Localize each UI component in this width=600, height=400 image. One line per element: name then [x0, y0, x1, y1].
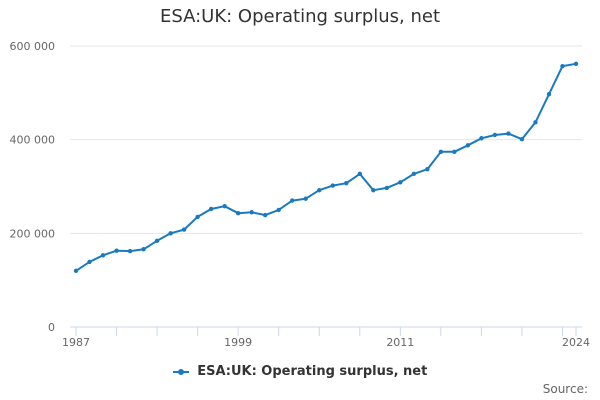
data-point-marker[interactable] [303, 196, 308, 201]
data-point-marker[interactable] [425, 166, 430, 172]
x-tick-label: 1987 [62, 336, 90, 349]
data-point-marker[interactable] [330, 183, 335, 188]
data-point-marker[interactable] [127, 248, 133, 254]
data-point-marker[interactable] [560, 63, 565, 69]
data-point-marker[interactable] [290, 198, 295, 203]
data-point-marker[interactable] [411, 171, 417, 177]
source-label: Source: [542, 382, 588, 396]
data-point-marker[interactable] [573, 61, 579, 66]
x-tick-label: 2011 [386, 336, 414, 349]
data-point-marker[interactable] [114, 248, 119, 253]
legend-line-marker-icon [172, 368, 189, 375]
x-tick-label: 2024 [562, 336, 590, 349]
data-point-marker[interactable] [438, 149, 444, 155]
data-point-marker[interactable] [479, 136, 484, 141]
data-point-marker[interactable] [344, 181, 349, 186]
data-point-marker[interactable] [87, 259, 92, 265]
data-point-marker[interactable] [452, 149, 457, 155]
chart-title: ESA:UK: Operating surplus, net [159, 6, 441, 27]
data-point-marker[interactable] [235, 210, 241, 216]
data-point-marker[interactable] [506, 131, 511, 136]
data-point-marker[interactable] [384, 185, 390, 191]
data-point-marker[interactable] [73, 268, 79, 273]
y-tick-label: 0 [48, 321, 55, 334]
data-point-marker[interactable] [195, 214, 200, 220]
data-point-marker[interactable] [154, 238, 160, 244]
data-point-marker[interactable] [317, 188, 322, 193]
series-line[interactable] [75, 62, 577, 272]
y-tick-label: 400 000 [10, 134, 56, 147]
x-axis: 1987 1999 2011 2024 [62, 326, 590, 349]
x-tick-label: 1999 [224, 336, 252, 349]
y-tick-label: 200 000 [10, 227, 56, 240]
y-tick-label: 600 000 [10, 40, 56, 53]
data-point-marker[interactable] [168, 231, 173, 236]
data-point-marker[interactable] [249, 210, 254, 215]
data-point-marker[interactable] [181, 227, 187, 232]
data-point-marker[interactable] [141, 247, 146, 252]
legend-label: ESA:UK: Operating surplus, net [197, 364, 428, 379]
data-point-marker[interactable] [398, 180, 403, 185]
data-point-marker[interactable] [492, 132, 498, 138]
data-point-marker[interactable] [276, 207, 281, 213]
data-point-marker[interactable] [465, 143, 471, 148]
gridlines [70, 45, 582, 234]
y-axis-ticks: 0 200 000 400 000 600 000 [10, 40, 56, 334]
data-point-marker[interactable] [371, 188, 376, 193]
data-point-marker[interactable] [100, 253, 106, 258]
legend-item[interactable]: ESA:UK: Operating surplus, net [0, 364, 600, 379]
data-point-marker[interactable] [357, 171, 362, 177]
data-point-marker[interactable] [208, 206, 214, 212]
data-point-marker[interactable] [533, 120, 538, 125]
data-point-marker[interactable] [262, 212, 268, 218]
data-point-marker[interactable] [546, 92, 552, 97]
data-point-marker[interactable] [222, 203, 227, 209]
data-series-line[interactable] [73, 61, 579, 273]
data-point-marker[interactable] [519, 136, 525, 142]
